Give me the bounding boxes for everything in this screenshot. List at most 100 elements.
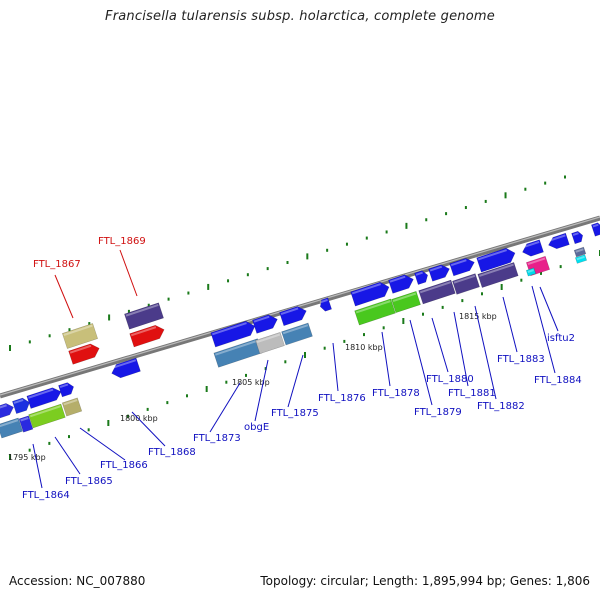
gene-label-ftl-1884[interactable]: FTL_1884 [534,375,582,386]
gene-shape [525,267,537,277]
gene-feature [521,239,544,257]
gene-shape [573,246,587,258]
gene-feature [0,417,23,439]
gene-shine [0,419,19,428]
gene-shape [418,279,456,305]
gene-label-ftl-1883[interactable]: FTL_1883 [497,354,545,365]
upper-guide-dot [544,181,547,185]
gene-shine [477,249,507,261]
gene-label-ftl-1882[interactable]: FTL_1882 [477,401,525,412]
gene-shine [575,248,584,253]
gene-feature [58,382,74,398]
gene-label-ftl-1873[interactable]: FTL_1873 [193,433,241,444]
gene-label-ftl-1869[interactable]: FTL_1869 [98,236,146,247]
lower-guide-dot [166,401,169,405]
gene-label-ftl-1867[interactable]: FTL_1867 [33,259,81,270]
gene-label-ftl-1879[interactable]: FTL_1879 [414,407,462,418]
gene-feature [591,222,600,237]
gene-label-ftl-1878[interactable]: FTL_1878 [372,388,420,399]
gene-feature [354,298,396,326]
leader-line [474,305,497,400]
leader-line [531,285,556,374]
gene-feature [350,281,390,307]
gene-shine [29,405,61,418]
gene-shape [319,297,332,312]
upper-guide-dot [187,291,190,295]
gene-shape [61,323,99,349]
lower-guide-dot [402,318,405,324]
gene-shape [252,314,278,334]
gene-shine [527,257,546,266]
upper-guide-dot [147,303,150,307]
gene-shine [319,298,328,304]
gene-feature [391,290,421,314]
gene-label-ftl-1868[interactable]: FTL_1868 [148,447,196,458]
gene-shine [419,281,451,294]
gene-shine [572,232,579,236]
gene-shine [280,307,299,315]
gene-label-ftl-1880[interactable]: FTL_1880 [426,374,474,385]
gene-feature [476,247,516,273]
gene-shine [592,223,599,228]
gene-feature [210,320,256,348]
scale-tick-label: 1805 kbp [232,378,270,387]
upper-guide-dot [365,236,368,240]
gene-label-ftl-1865[interactable]: FTL_1865 [65,476,113,487]
lower-guide-dot [343,339,346,343]
gene-feature [418,279,456,305]
gene-shape [574,254,588,264]
lower-guide-dot [127,414,129,418]
lower-guide-dot [304,352,306,358]
gene-shine [63,399,78,406]
gene-shape [0,417,23,439]
gene-shape [354,298,396,326]
leader-line [453,311,469,387]
gene-shape [476,247,516,273]
gene-feature [68,343,100,365]
gene-label-ftl-1866[interactable]: FTL_1866 [100,460,148,471]
upper-guide-dot [405,222,408,229]
gene-shape [255,331,285,355]
leader-line [54,436,81,475]
lower-guide-dot [48,441,51,445]
upper-guide-dot [345,242,348,246]
upper-guide-dot [28,340,31,344]
upper-guide-dot [207,283,210,290]
gene-shape [124,302,164,330]
gene-shine [0,404,7,410]
gene-shine [453,274,476,284]
gene-shine [253,315,270,323]
scale-tick-label: 1810 kbp [345,343,383,352]
gene-label-ftl-1875[interactable]: FTL_1875 [271,408,319,419]
map-title: Francisella tularensis subsp. holarctica… [105,9,495,24]
gene-shape [391,290,421,314]
gene-label-ftl-1876[interactable]: FTL_1876 [318,393,366,404]
genome-backbone [0,215,600,399]
gene-label-ftl-1864[interactable]: FTL_1864 [22,490,70,501]
lower-guide-dot [68,435,70,439]
lower-guide-dot [146,407,149,411]
leader-line [332,342,339,392]
lower-guide-dot [481,292,483,296]
gene-feature [0,403,14,419]
upper-guide-dot [108,314,111,321]
gene-feature [319,297,332,312]
gene-label-ftl-1881[interactable]: FTL_1881 [448,388,496,399]
gene-shine [59,383,69,389]
gene-shape [18,415,34,433]
gene-label-isftu2[interactable]: isftu2 [547,333,575,344]
gene-shine [415,271,423,276]
topology-summary: Topology: circular; Length: 1,895,994 bp… [260,574,590,588]
upper-guide-dot [88,322,91,326]
upper-guide-dot [127,309,130,313]
gene-shape [279,306,307,327]
gene-labels: FTL_1864 FTL_1865 FTL_1866 FTL_1867 FTL_… [22,236,582,501]
leader-line [381,331,391,387]
gene-shape [350,281,390,307]
gene-shape [61,397,83,417]
gene-label-obge[interactable]: obgE [244,422,269,433]
backbone-line [0,215,600,399]
gene-shape [548,232,570,250]
